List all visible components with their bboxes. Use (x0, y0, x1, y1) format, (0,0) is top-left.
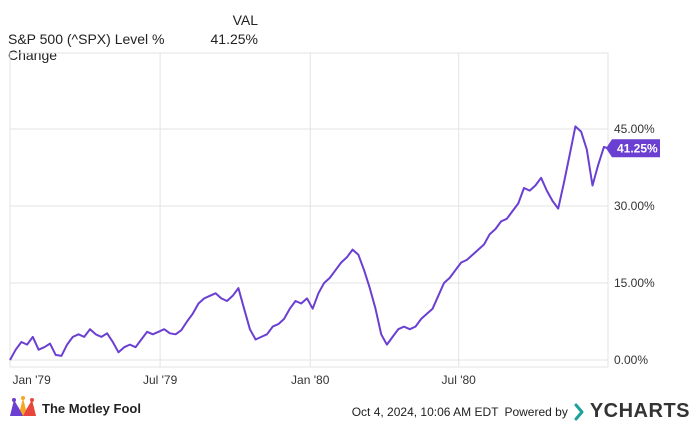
chart-series (9, 125, 609, 361)
legend-series-label: S&P 500 (^SPX) Level % Change (8, 31, 165, 63)
y-tick-label: 0.00% (614, 353, 648, 367)
end-value-badge (606, 139, 660, 158)
y-tick-label: 30.00% (614, 199, 655, 213)
y-axis-ticks: 0.00% 15.00% 30.00% 45.00% (614, 122, 655, 367)
end-value-text: 41.25% (617, 141, 658, 155)
chart-grid (9, 52, 609, 368)
x-tick-label: Jul '79 (143, 373, 178, 387)
y-tick-label: 45.00% (614, 122, 655, 136)
x-tick-label: Jul '80 (442, 373, 477, 387)
chart-attribution: Oct 4, 2024, 10:06 AM EDT Powered by YCH… (352, 400, 690, 423)
powered-by: Powered by (504, 404, 568, 419)
ycharts-logo: YCHARTS (574, 400, 690, 423)
plot-frame (9, 52, 609, 368)
ycharts-wordmark: YCHARTS (589, 400, 690, 422)
y-tick-label: 15.00% (614, 276, 655, 290)
legend-series-value: 41.25% (210, 31, 258, 47)
timestamp: Oct 4, 2024, 10:06 AM EDT (351, 404, 499, 419)
jester-hat-icon (10, 396, 36, 416)
x-tick-label: Jan '80 (291, 373, 330, 387)
brand-logo: The Motley Fool (8, 396, 141, 420)
series-line (9, 125, 609, 361)
end-value-label: 41.25% (606, 139, 660, 158)
x-tick-label: Jan '79 (12, 373, 51, 387)
x-axis-ticks: Jan '79 Jul '79 Jan '80 Jul '80 (12, 373, 476, 387)
ycharts-chevron-icon (574, 403, 584, 420)
legend-header: VAL (232, 12, 258, 28)
brand-name: The Motley Fool (42, 400, 141, 416)
legend-row: S&P 500 (^SPX) Level % Change 41.25% (8, 31, 258, 63)
